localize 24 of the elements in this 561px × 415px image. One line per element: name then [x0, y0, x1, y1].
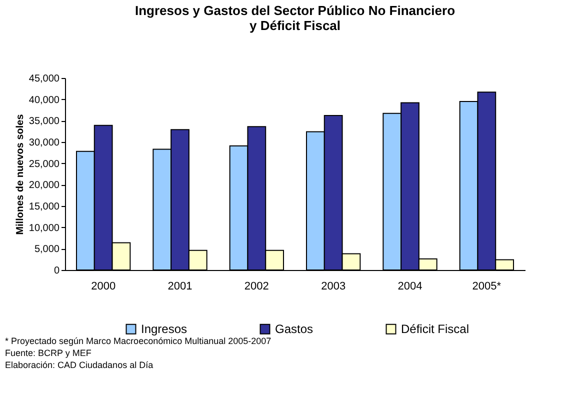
y-axis-title: Millones de nuevos soles: [14, 114, 26, 235]
source-note: Fuente: BCRP y MEF: [5, 348, 92, 358]
y-tick-label: 5,000: [34, 244, 60, 256]
x-tick-label: 2003: [321, 280, 346, 292]
legend-label: Ingresos: [141, 322, 188, 336]
text: Elaboración: CAD Ciudadanos al Día: [5, 360, 154, 370]
x-tick-label: 2005*: [472, 280, 502, 292]
y-tick-label: 25,000: [28, 158, 60, 170]
y-tick-label: 35,000: [28, 116, 60, 128]
y-tick-label: 40,000: [28, 94, 60, 106]
legend-label: Gastos: [275, 322, 314, 336]
y-tick-label: 20,000: [28, 180, 60, 192]
x-tick-label: 2000: [91, 280, 116, 292]
y-tick-label: 30,000: [28, 138, 60, 148]
y-tick-label: 0: [54, 266, 60, 276]
x-tick-label: 2004: [398, 280, 422, 292]
y-tick-label: 10,000: [28, 222, 60, 234]
y-tick-label: 45,000: [28, 74, 60, 84]
y-tick-label: 15,000: [28, 202, 60, 212]
text: * Proyectado según Marco Macroeconómico Multianual 2005-2007: [5, 336, 272, 346]
legend-label: Déficit Fiscal: [401, 322, 470, 336]
chart-title: Ingresos y Gastos del Sector Público No Financiero y Déficit Fiscal: [134, 3, 456, 33]
x-tick-label: 2001: [168, 280, 192, 292]
x-tick-label: 2002: [244, 280, 269, 292]
